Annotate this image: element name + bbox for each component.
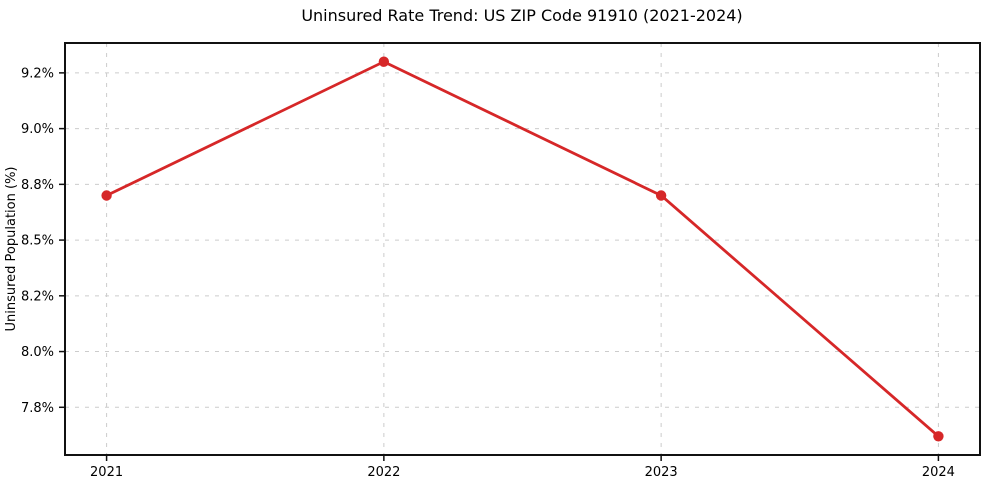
x-tick-label: 2021: [90, 465, 123, 480]
y-tick-label: 9.0%: [21, 122, 54, 137]
grid-layer: [65, 43, 980, 455]
y-tick-label: 8.5%: [21, 234, 54, 249]
y-axis-label: Uninsured Population (%): [4, 167, 19, 332]
x-tick-label: 2024: [922, 465, 955, 480]
x-tick-label: 2022: [367, 465, 400, 480]
plot-frame: [64, 42, 981, 456]
trend-line: [105, 60, 940, 438]
y-tick-label: 7.8%: [21, 401, 54, 416]
x-tick-label: 2023: [645, 465, 678, 480]
data-point-2021: [101, 190, 112, 201]
trend-line-layer: [101, 56, 944, 442]
y-tick-label: 8.8%: [21, 178, 54, 193]
y-tick-label: 8.2%: [21, 289, 54, 304]
data-point-2023: [655, 190, 667, 201]
data-point-2022: [378, 56, 390, 67]
y-tick-label: 8.0%: [21, 345, 54, 360]
chart-title: Uninsured Rate Trend: US ZIP Code 91910 …: [301, 6, 742, 25]
y-tick-label: 9.2%: [21, 66, 54, 81]
data-point-2024: [933, 431, 944, 442]
